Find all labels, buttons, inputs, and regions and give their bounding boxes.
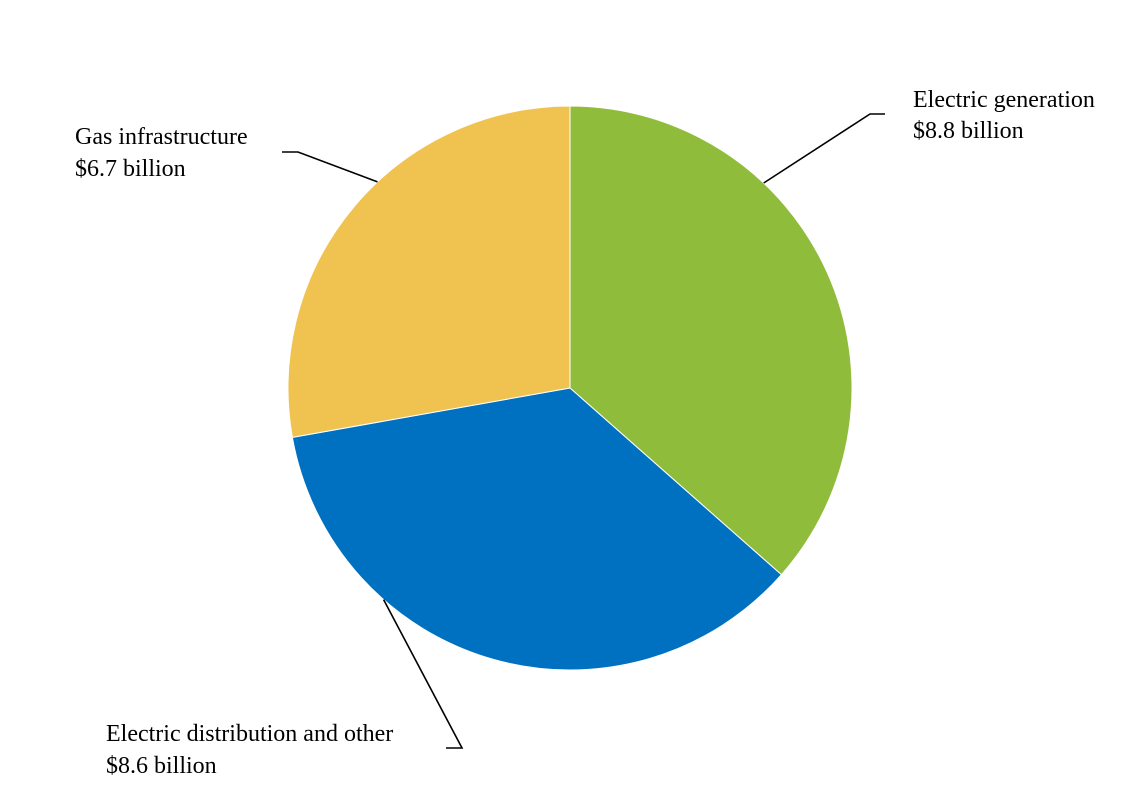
slice-value-electric-generation: $8.8 billion xyxy=(913,118,1024,144)
slice-value-electric-distribution: $8.6 billion xyxy=(106,753,217,779)
slice-label-gas-infrastructure: Gas infrastructure xyxy=(75,124,248,150)
pie-slices xyxy=(287,105,853,671)
leader-line-electric-generation xyxy=(763,113,885,184)
slice-electric-generation xyxy=(569,105,853,576)
leader-line-gas-infrastructure xyxy=(282,151,378,183)
leader-line-electric-distribution xyxy=(382,599,464,749)
slice-electric-distribution xyxy=(291,387,783,671)
slice-label-electric-generation: Electric generation xyxy=(913,87,1095,113)
slice-gas-infrastructure xyxy=(287,105,571,438)
leader-lines xyxy=(282,113,885,749)
slice-label-electric-distribution: Electric distribution and other xyxy=(106,721,393,747)
slice-value-gas-infrastructure: $6.7 billion xyxy=(75,156,186,182)
